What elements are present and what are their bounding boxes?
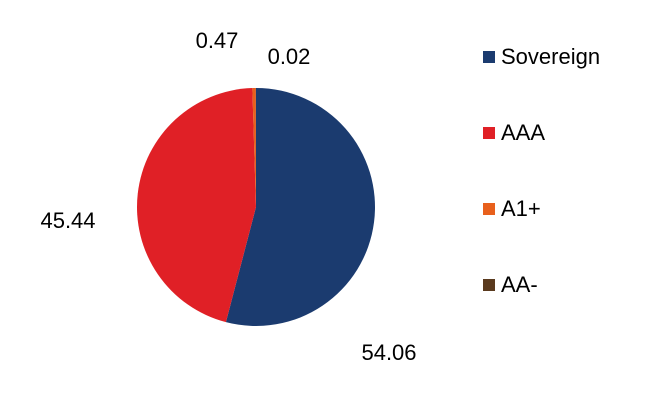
legend-item-aa-minus: AA- [483, 270, 538, 300]
legend-item-a1-plus: A1+ [483, 194, 541, 224]
pie-slice-a1-plus [252, 88, 256, 207]
legend-label-aaa: AAA [501, 120, 546, 145]
legend-swatch-sovereign [483, 51, 495, 63]
legend-swatch-aaa [483, 127, 495, 139]
data-label-a1-plus: 0.47 [196, 28, 239, 53]
pie-slice-sovereign [225, 88, 375, 326]
data-label-sovereign: 54.06 [361, 340, 416, 365]
legend-label-sovereign: Sovereign [501, 44, 601, 69]
legend-item-aaa: AAA [483, 118, 545, 148]
data-label-aaa: 45.44 [40, 208, 95, 233]
legend-label-aa-minus: AA- [501, 272, 538, 297]
pie-slice-aaa [137, 88, 256, 323]
legend-label-a1-plus: A1+ [501, 196, 541, 221]
data-label-aa-minus: 0.02 [268, 44, 311, 69]
legend-swatch-aa-minus [483, 279, 495, 291]
legend-item-sovereign: Sovereign [483, 42, 600, 72]
legend-swatch-a1-plus [483, 203, 495, 215]
